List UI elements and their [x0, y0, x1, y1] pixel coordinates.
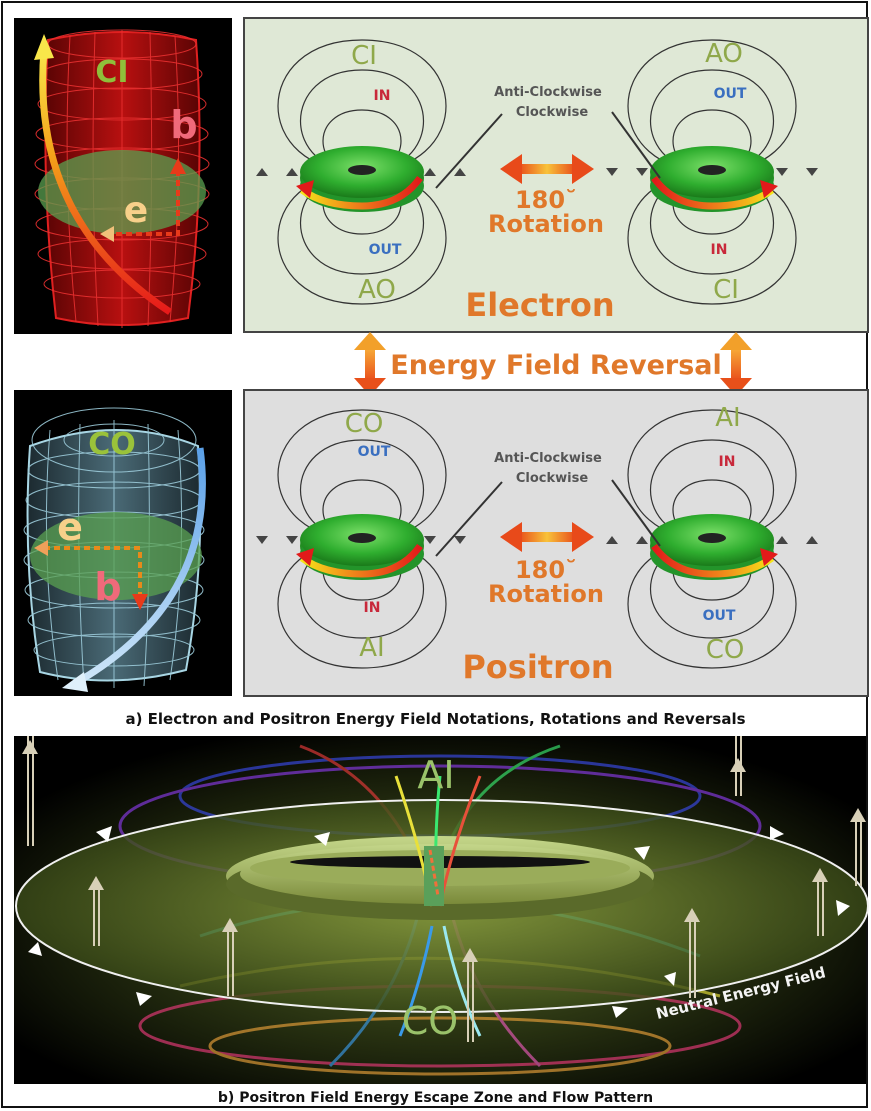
electron-right-in-label: IN — [711, 242, 728, 258]
positron-rotation-arrow — [500, 522, 594, 552]
electron-panel: CI IN OUT AO AO OUT IN CI Anti-Clockwise… — [243, 17, 869, 333]
positron-rotation-value: 180˘ — [515, 556, 577, 584]
electron-3d-model: CI b e — [14, 18, 232, 334]
positron-right-in-label: IN — [719, 454, 736, 470]
positron-right-out-label: OUT — [703, 608, 736, 624]
escape-bottom-label: CO — [402, 999, 458, 1043]
escape-top-label: AI — [417, 753, 454, 797]
reversal-label: Energy Field Reversal — [390, 350, 722, 381]
electron-spin-line1: Anti-Clockwise — [494, 85, 602, 100]
escape-arrows — [27, 736, 862, 1042]
positron-left-in-label: IN — [364, 600, 381, 616]
reversal-arrows — [354, 332, 752, 396]
positron-left-top-label: CO — [345, 409, 384, 439]
electron-left-top-label: CI — [351, 41, 377, 71]
positron-spin-line2: Clockwise — [516, 471, 588, 486]
electron-panel-name: Electron — [465, 286, 614, 324]
positron-right-torus — [650, 514, 778, 580]
electron-left-out-label: OUT — [369, 242, 402, 258]
positron-rotation-label: Rotation — [488, 580, 604, 608]
electron-right-bottom-label: CI — [713, 275, 739, 305]
electron-right-top-label: AO — [705, 39, 743, 69]
positron-panel: CO OUT IN AI AI IN OUT CO Anti-Clockwise… — [243, 389, 869, 697]
positron-3d-model: CO e b — [14, 390, 232, 696]
electron-left-torus — [296, 146, 424, 212]
electron-rotation-arrow — [500, 154, 594, 184]
electron-3d-top-label: CI — [95, 55, 128, 90]
electron-3d-e-label: e — [124, 190, 148, 231]
electron-right-torus — [650, 146, 778, 212]
positron-panel-name: Positron — [462, 648, 613, 686]
electron-3d-b-label: b — [170, 103, 197, 147]
caption-b: b) Positron Field Energy Escape Zone and… — [217, 1090, 654, 1106]
positron-right-top-label: AI — [715, 403, 740, 433]
positron-3d-b-label: b — [94, 565, 121, 609]
positron-left-torus — [296, 514, 424, 580]
positron-3d-e-label: e — [57, 505, 83, 549]
electron-right-out-label: OUT — [714, 86, 747, 102]
positron-spin-line1: Anti-Clockwise — [494, 451, 602, 466]
electron-rotation-label: Rotation — [488, 210, 604, 238]
caption-a: a) Electron and Positron Energy Field No… — [125, 710, 746, 728]
escape-arrowheads — [22, 740, 866, 962]
figure-a: CI b e — [14, 17, 869, 697]
positron-right-bottom-label: CO — [706, 635, 745, 665]
electron-rotation-value: 180˘ — [515, 186, 577, 214]
central-core — [394, 775, 482, 1037]
electron-left-bottom-label: AO — [358, 275, 396, 305]
electron-left-in-label: IN — [374, 88, 391, 104]
figure-b: AI CO Neutral Energy Field — [14, 736, 869, 1084]
electron-spin-line2: Clockwise — [516, 105, 588, 120]
flow-arrowheads — [28, 826, 850, 1018]
positron-left-out-label: OUT — [358, 444, 391, 460]
positron-3d-top-label: CO — [88, 427, 136, 462]
positron-left-bottom-label: AI — [359, 633, 384, 663]
